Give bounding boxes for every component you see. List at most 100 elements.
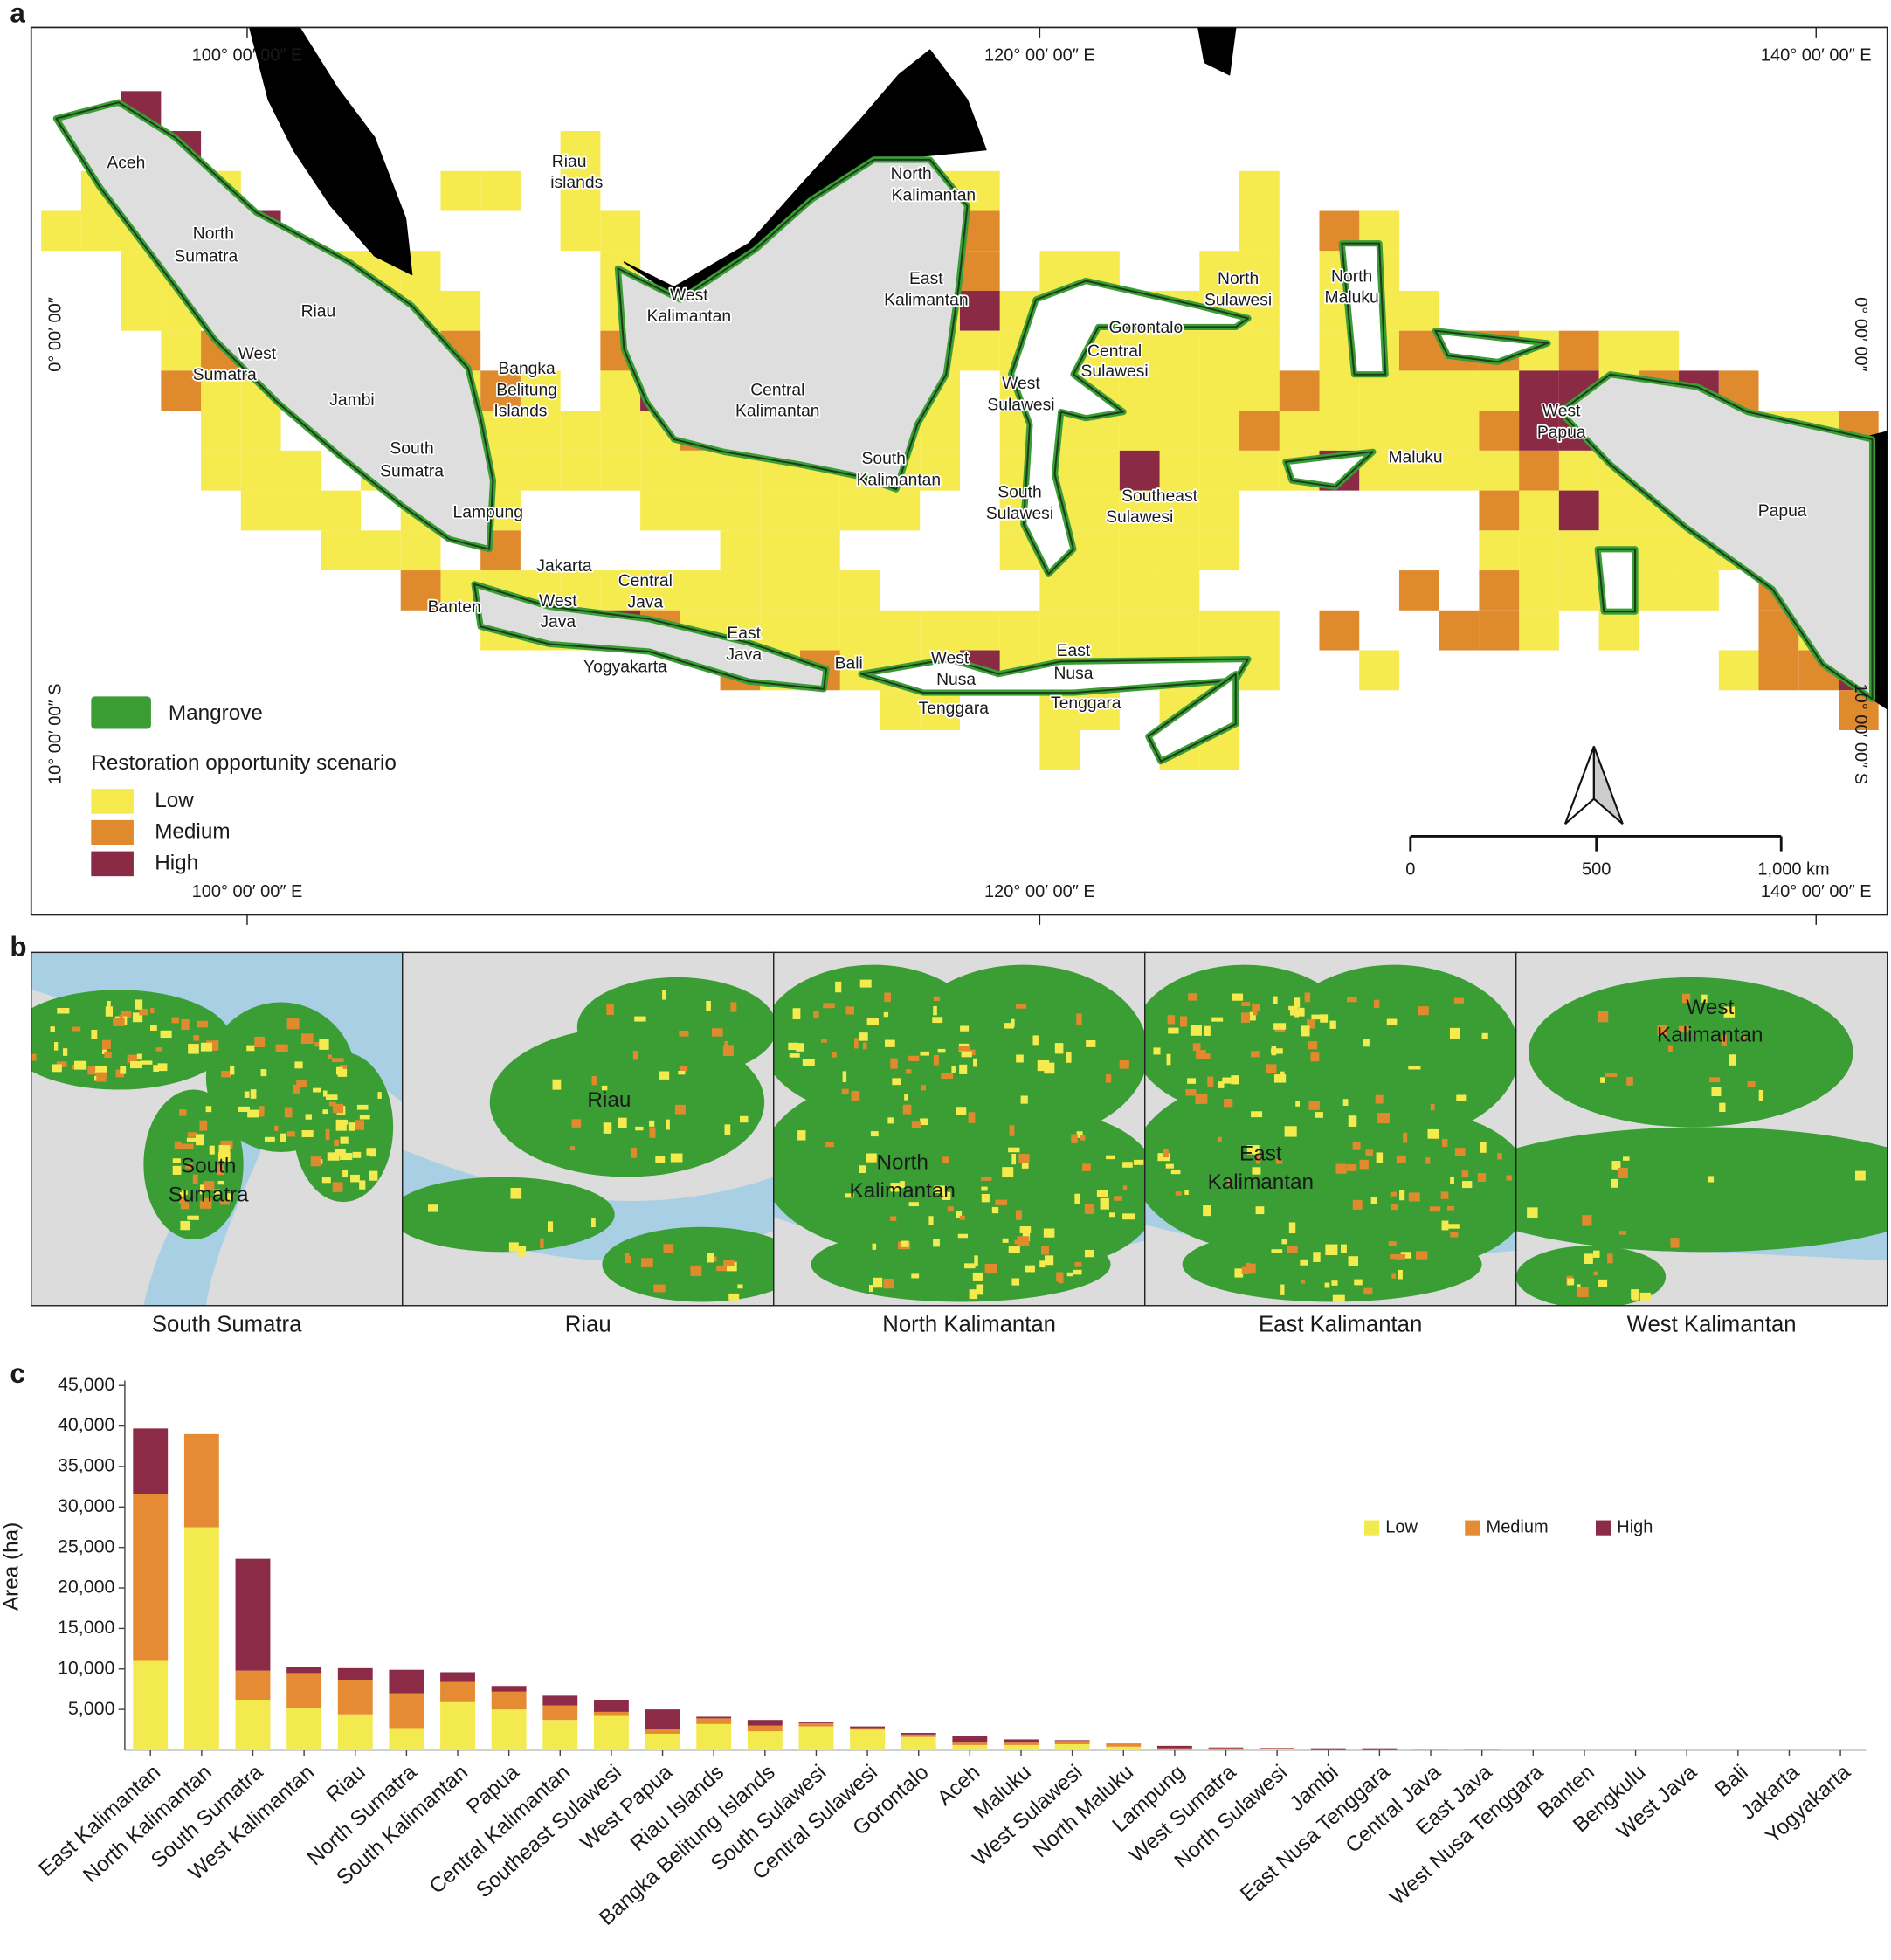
opportunity-pixel [259,1106,265,1117]
opportunity-pixel [203,1181,215,1191]
bar-segment [1004,1742,1039,1745]
y-axis-label: Area (ha) [0,1522,24,1611]
region-label: West [1542,403,1581,421]
opportunity-pixel [1348,1115,1357,1127]
region-label: Maluku [1325,289,1379,307]
bar-segment [798,1722,834,1727]
opportunity-cell [1080,450,1120,491]
opportunity-pixel [1255,1206,1265,1215]
opportunity-pixel [1066,1052,1072,1063]
opportunity-pixel [1066,1272,1073,1277]
opportunity-pixel [150,1008,155,1014]
opportunity-pixel [649,1120,655,1127]
opportunity-pixel [1122,1213,1135,1220]
opportunity-pixel [976,1284,984,1295]
opportunity-pixel [274,1125,279,1132]
opportunity-cell [1398,330,1439,371]
opportunity-cell [1159,330,1200,371]
buru-outline [1284,451,1374,488]
opportunity-pixel [845,1006,854,1015]
opportunity-cell [1319,610,1360,651]
region-label: Bali [835,654,863,673]
opportunity-pixel [296,1080,307,1087]
inset-caption: Riau [565,1312,611,1336]
y-tick-label: 25,000 [58,1536,115,1556]
opportunity-pixel [1298,1007,1305,1017]
opportunity-pixel [1618,1231,1627,1235]
opportunity-pixel [634,1016,646,1022]
opportunity-cell [80,210,121,252]
coordinate-label: 10° 00′ 00″ S [1851,683,1870,784]
opportunity-cell [1279,370,1320,411]
region-label: Papua [1758,502,1807,521]
opportunity-pixel [230,1065,235,1075]
inset-caption: West Kalimantan [1627,1312,1797,1336]
opportunity-pixel [723,1260,735,1266]
opportunity-cell [1039,610,1080,651]
opportunity-pixel [1352,1199,1363,1210]
opportunity-pixel [1315,1112,1323,1118]
opportunity-pixel [1014,1239,1019,1245]
opportunity-pixel [280,1133,286,1142]
opportunity-pixel [292,1084,300,1094]
opportunity-pixel [1626,1076,1633,1086]
opportunity-pixel [321,1177,331,1184]
north-arrow [1592,746,1624,825]
opportunity-cell [600,210,641,252]
opportunity-cell [1479,411,1520,451]
opportunity-cell [1639,530,1680,571]
region-label: Nusa [1053,665,1093,683]
opportunity-cell [1758,650,1799,691]
opportunity-pixel [1190,1025,1202,1036]
opportunity-pixel [63,1048,68,1056]
bar-segment [235,1670,271,1701]
opportunity-pixel [1273,1074,1287,1083]
opportunity-cell [361,530,401,571]
opportunity-pixel [842,1071,847,1082]
opportunity-pixel [1320,1014,1329,1023]
opportunity-pixel [739,1115,749,1123]
opportunity-pixel [139,1009,148,1016]
opportunity-pixel [1622,1156,1630,1161]
inset-label: West [1686,996,1734,1019]
region-label: Sumatra [174,247,238,266]
opportunity-cell [440,290,481,331]
opportunity-cell [1398,370,1439,411]
opportunity-cell [1558,450,1599,491]
opportunity-pixel [91,1029,98,1039]
opportunity-pixel [1723,1006,1736,1018]
region-label: Sumatra [193,366,257,384]
y-tick-label: 30,000 [58,1495,115,1516]
opportunity-pixel [1607,1253,1613,1264]
opportunity-cell [161,330,202,371]
opportunity-pixel [1054,1043,1064,1054]
opportunity-pixel [1224,1099,1233,1108]
bar-segment [952,1736,988,1743]
opportunity-pixel [981,1186,988,1191]
opportunity-pixel [1721,1034,1727,1046]
opportunity-pixel [788,1042,799,1051]
opportunity-pixel [314,1042,323,1047]
opportunity-pixel [859,979,872,988]
region-label: East [909,270,943,288]
opportunity-pixel [518,1246,527,1257]
opportunity-pixel [1280,1284,1285,1295]
opportunity-pixel [172,1158,181,1163]
opportunity-pixel [119,1014,123,1021]
mangrove-patch [1528,977,1853,1128]
opportunity-pixel [1398,1269,1403,1280]
opportunity-pixel [884,1039,895,1047]
bar-segment [286,1708,322,1750]
opportunity-pixel [941,1073,954,1080]
opportunity-pixel [866,1018,879,1025]
opportunity-pixel [31,1053,37,1061]
opportunity-pixel [1249,1011,1256,1021]
inset-map [402,952,774,1306]
opportunity-pixel [1365,1149,1374,1156]
opportunity-pixel [187,1215,199,1220]
bar-segment [593,1711,629,1716]
opportunity-pixel [113,1018,125,1026]
opportunity-pixel [932,1017,943,1024]
region-label: Central [750,381,804,399]
opportunity-cell [1479,530,1520,571]
